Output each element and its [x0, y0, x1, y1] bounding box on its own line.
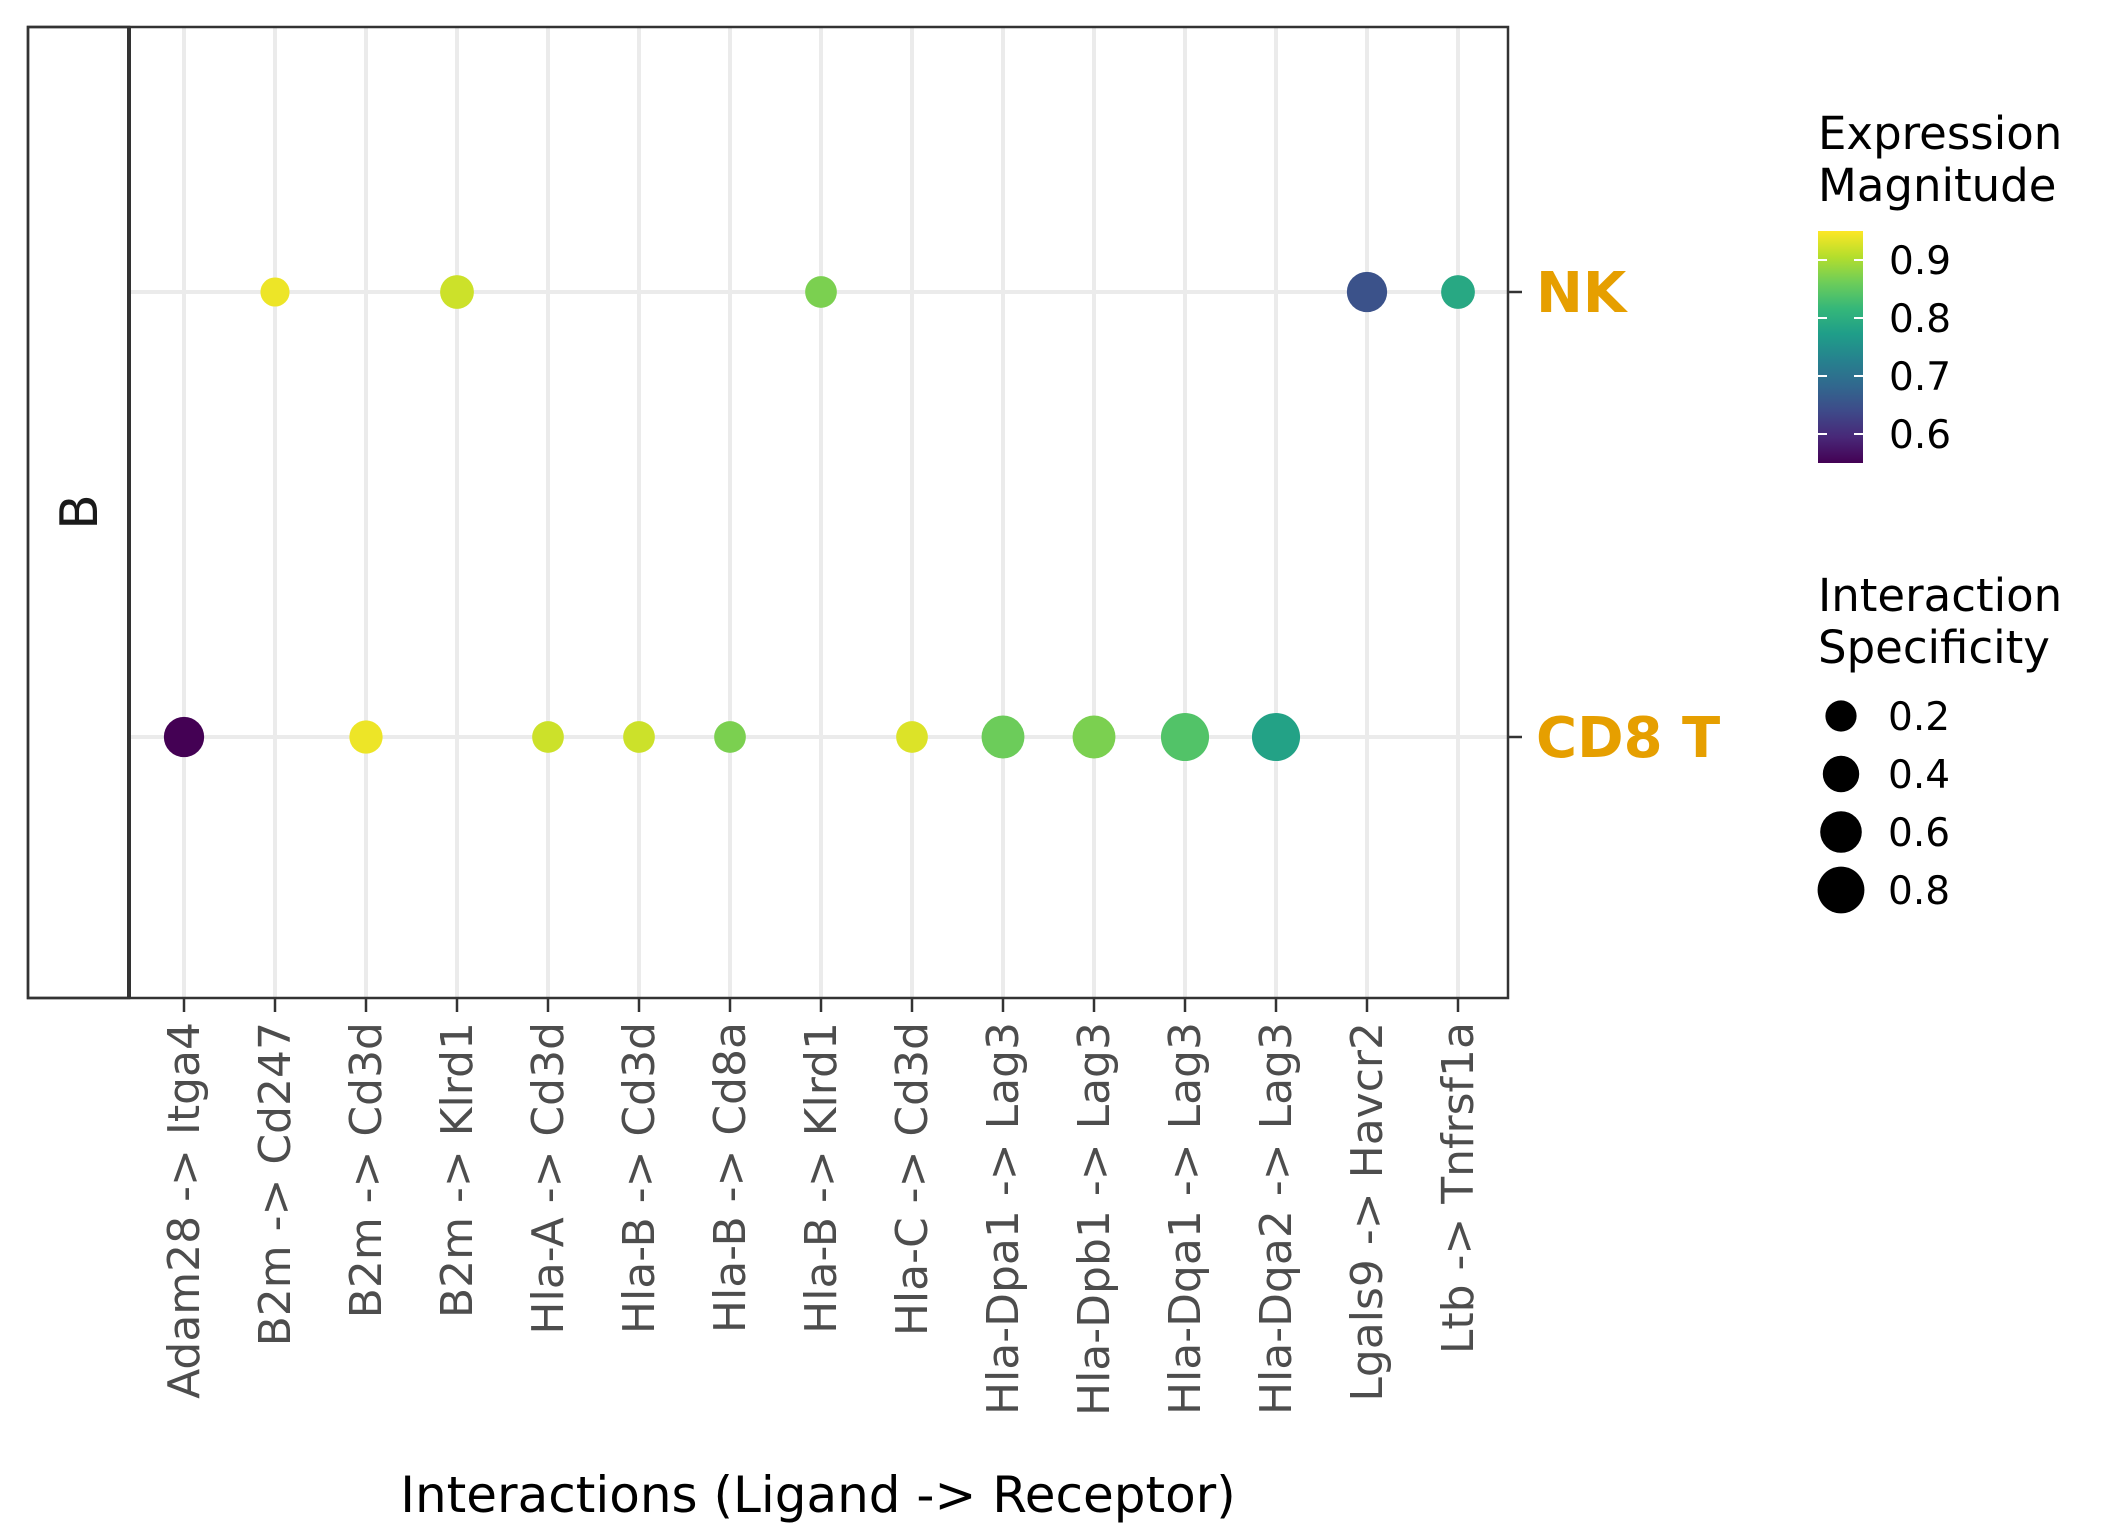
x-tick-label: Hla-B -> Cd3d [614, 1022, 665, 1334]
size-legend-title-line-2: Specificity [1818, 621, 2050, 674]
x-tick-label: B2m -> Klrd1 [432, 1022, 483, 1318]
data-point [623, 721, 655, 753]
x-tick-label: B2m -> Cd3d [341, 1022, 392, 1318]
size-legend-label: 0.8 [1888, 869, 1950, 914]
size-legend-key [1817, 866, 1865, 914]
data-point [440, 275, 474, 309]
color-legend-title-line-2: Magnitude [1818, 159, 2056, 212]
x-tick-label: Hla-B -> Cd8a [705, 1022, 756, 1333]
x-tick-label: Hla-Dqa1 -> Lag3 [1160, 1022, 1211, 1415]
x-tick-label: Hla-C -> Cd3d [887, 1022, 938, 1336]
color-legend-tick-label: 0.8 [1889, 297, 1951, 342]
data-point [532, 721, 564, 753]
x-tick-label: Hla-A -> Cd3d [523, 1022, 574, 1335]
size-legend-title-line-1: Interaction [1818, 569, 2062, 622]
data-point [1072, 715, 1116, 759]
data-point [714, 721, 746, 753]
facet-strip [26, 25, 131, 1000]
data-point [896, 721, 928, 753]
size-legend-label: 0.2 [1888, 695, 1950, 740]
y-axis: CD8 T NK [1508, 261, 1720, 771]
x-tick-label: Lgals9 -> Havcr2 [1342, 1022, 1393, 1402]
color-legend-tick-label: 0.9 [1889, 239, 1951, 284]
plot-panel-border [26, 25, 1510, 1000]
data-point [1160, 712, 1210, 762]
size-legend-key [1822, 755, 1860, 793]
size-legend-items: 0.2 0.4 0.6 0.8 [1817, 695, 1950, 914]
x-tick-label: Ltb -> Tnfrsf1a [1433, 1022, 1484, 1354]
data-points [163, 271, 1475, 762]
color-legend-ticks: 0.6 0.7 0.8 0.9 [1818, 239, 1951, 458]
color-legend-tick-label: 0.6 [1889, 413, 1951, 458]
facet-label: B [50, 494, 110, 530]
y-tick-label: CD8 T [1536, 706, 1720, 771]
x-tick-label: Adam28 -> Itga4 [159, 1022, 210, 1399]
data-point [981, 715, 1025, 759]
color-legend-tick-label: 0.7 [1889, 355, 1951, 400]
size-legend-label: 0.6 [1888, 811, 1950, 856]
data-point [1441, 275, 1475, 309]
color-legend-title: Expression Magnitude [1818, 107, 2077, 212]
data-point [260, 277, 290, 307]
data-point [1346, 271, 1388, 313]
x-tick-label: Hla-Dpa1 -> Lag3 [978, 1022, 1029, 1415]
color-legend-title-line-1: Expression [1818, 107, 2062, 160]
x-tick-label: Hla-Dqa2 -> Lag3 [1251, 1022, 1302, 1415]
data-point [349, 720, 383, 754]
size-legend-label: 0.4 [1888, 753, 1950, 798]
grid-lines [129, 27, 1508, 998]
x-axis-title: Interactions (Ligand -> Receptor) [400, 1466, 1236, 1524]
x-tick-label: Hla-Dpb1 -> Lag3 [1069, 1022, 1120, 1416]
data-point [1251, 712, 1301, 762]
x-tick-label: Hla-B -> Klrd1 [796, 1022, 847, 1334]
y-tick-label: NK [1536, 261, 1629, 326]
size-legend-title: Interaction Specificity [1818, 569, 2076, 674]
size-legend-key [1820, 811, 1862, 853]
size-legend: Interaction Specificity 0.2 0.4 0.6 0.8 [1817, 569, 2076, 914]
plot-panel [129, 27, 1508, 998]
data-point [163, 716, 205, 758]
size-legend-key [1825, 700, 1857, 732]
color-bar [1818, 231, 1863, 463]
data-point [805, 276, 837, 308]
color-legend: Expression Magnitude 0.6 0.7 0.8 0.9 [1818, 107, 2077, 463]
x-tick-label: B2m -> Cd247 [250, 1022, 301, 1346]
x-axis: Adam28 -> Itga4 B2m -> Cd247 B2m -> Cd3d B2… [159, 998, 1484, 1416]
